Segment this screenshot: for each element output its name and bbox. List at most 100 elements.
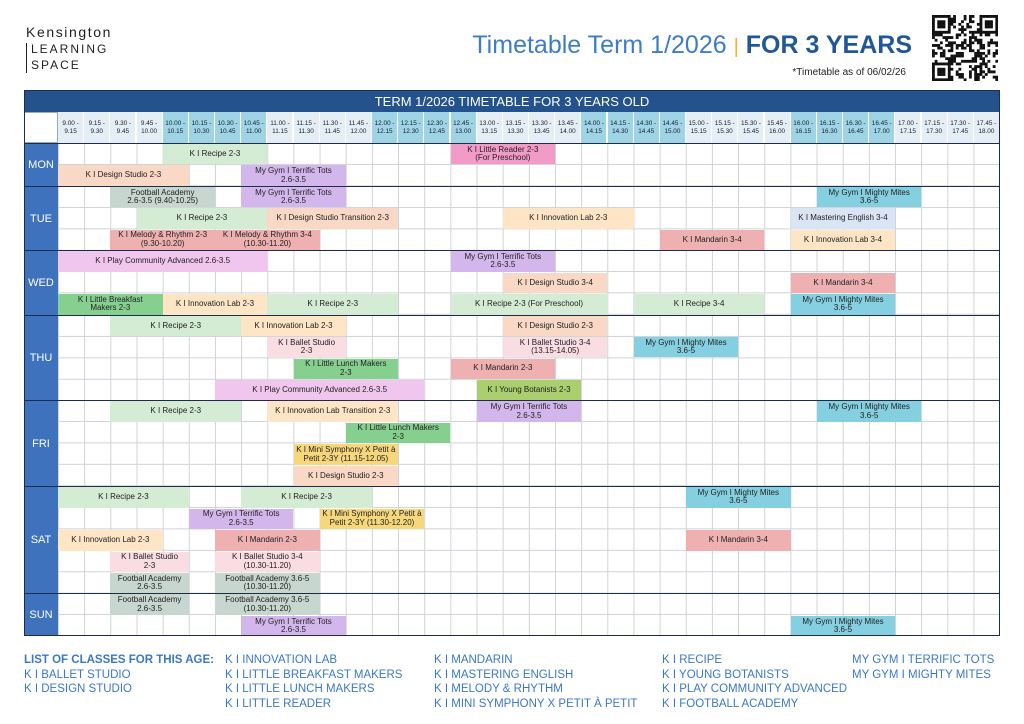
class-text: My Gym I Terrific Tots [255,616,332,626]
time-slot: 13.45 - 14.00 [555,112,582,143]
legend-item: K I BALLET STUDIO [24,668,131,681]
qr-module [979,62,983,66]
day-label: WED [24,250,58,315]
qr-module [942,22,946,26]
table-caption: TERM 1/2026 TIMETABLE FOR 3 YEARS OLD [24,90,1000,112]
qr-module [976,78,980,81]
qr-module [995,33,998,37]
qr-module [945,38,949,42]
qr-module [932,67,935,71]
qr-module [987,67,991,71]
qr-module [932,44,935,47]
qr-module [947,49,951,53]
class-text: K I Melody & Rhythm 3-4 [222,230,312,240]
qr-module [987,41,991,45]
qr-module [939,54,943,58]
qr-module [947,70,951,74]
qr-module [950,49,954,53]
qr-module [995,51,998,55]
qr-module [976,22,980,26]
logo-word: SPACE [31,58,81,72]
qr-module [950,59,954,63]
class-text: 3.6-5 [676,346,696,356]
legend-item: K I MANDARIN [434,654,513,666]
qr-module [942,15,946,18]
time-slot: 11.45 - 12.00 [345,112,372,143]
class-text: (10.30-11.20) [243,560,292,570]
class-text: (10.30-11.20) [243,582,292,592]
class-text: K I Ballet Studio [121,552,179,562]
class-block: K I Melody & Rhythm 2-3 (9.30-10.20) [110,229,215,251]
class-block: K I Mandarin 2-3 [215,530,320,551]
qr-module [979,65,983,68]
qr-module [934,38,938,42]
legend-item: K I LITTLE BREAKFAST MAKERS [225,668,403,681]
qr-module [939,25,943,29]
class-text: 3.6-5 [729,496,748,506]
qr-module [945,78,949,81]
qr-module [974,70,978,74]
class-text: K I Recipe 2-3 [281,492,332,502]
qr-module [974,75,978,79]
qr-module [990,41,993,45]
qr-module [974,65,978,68]
title-separator: | [733,36,739,58]
qr-module [958,73,962,76]
qr-module [968,70,972,74]
qr-module [974,36,978,39]
qr-module [934,15,938,18]
qr-module [979,46,983,50]
qr-module [987,33,991,37]
qr-module [937,67,941,71]
class-text: K I Recipe 2-3 [98,492,149,502]
qr-module [982,57,985,61]
qr-module [979,17,983,21]
time-slot: 17.00 - 17.15 [895,112,922,143]
qr-module [995,49,998,53]
qr-module [947,41,951,45]
qr-module [990,22,993,26]
class-text: K I Design Studio 2-3 [308,470,384,480]
qr-module [990,20,993,24]
class-block: K I Play Community Advanced 2.6-3.5 [58,251,268,272]
qr-module [984,62,988,66]
qr-module [937,20,941,24]
qr-module [942,67,946,71]
qr-module [953,57,956,61]
qr-module [961,73,964,76]
qr-module [947,78,951,81]
qr-module [982,62,985,66]
qr-module [950,78,954,81]
qr-module [963,41,967,45]
qr-module [971,36,975,39]
qr-module [984,15,988,18]
class-text: 2.6-3.5 [281,625,306,635]
class-text: K I Mandarin 2-3 [237,535,297,545]
qr-module [976,38,980,42]
class-block: K I Recipe 2-3 (For Preschool) [450,294,608,315]
class-block: My Gym I Mighty Mites 3.6-5 [790,294,896,315]
qr-module [950,57,954,61]
class-block: K I Recipe 3-4 [633,294,765,315]
class-block: K I Design Studio 2-3 [502,315,608,337]
class-text: Football Academy [117,573,182,583]
class-text: K I Innovation Lab 2-3 [254,320,333,330]
time-slot: 10.30 - 10.45 [215,112,242,143]
qr-module [974,38,978,42]
qr-module [976,75,980,79]
qr-module [992,70,996,74]
qr-module [945,36,949,39]
qr-module [955,54,959,58]
qr-module [963,78,967,81]
class-block: K I Melody & Rhythm 3-4 (10.30-11.20) [215,229,320,251]
class-block: K I Ballet Studio 3-4 (10.30-11.20) [215,551,320,572]
title-sub: FOR 3 YEARS [745,31,912,59]
class-text: K I Recipe 2-3 [150,320,202,330]
qr-module [942,20,946,24]
class-text: K I Mini Symphony X Petit à [296,444,396,454]
class-text: K I Innovation Lab 2-3 [71,535,150,545]
qr-module [958,75,962,79]
class-text: K I Design Studio 3-4 [517,277,593,287]
qr-module [968,36,972,39]
time-slot: 10.45 - 11.00 [241,112,268,143]
